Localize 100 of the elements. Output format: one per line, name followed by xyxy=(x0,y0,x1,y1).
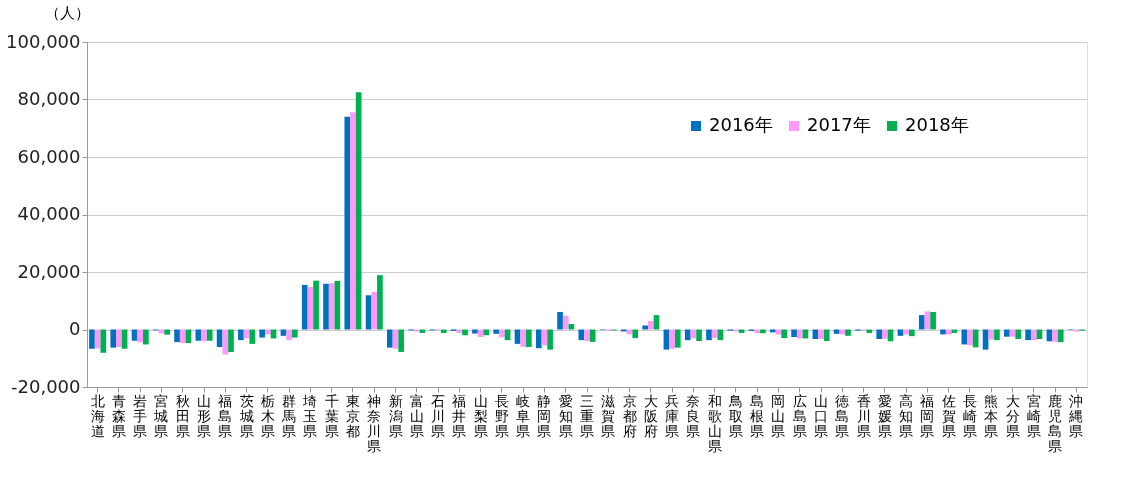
bar xyxy=(589,329,596,342)
x-tick-label: 北海道 xyxy=(90,392,105,439)
bar xyxy=(206,329,213,341)
bar xyxy=(179,329,186,344)
bar xyxy=(818,329,824,339)
bar xyxy=(562,315,569,330)
bar xyxy=(249,329,256,344)
x-tick-label: 愛媛県 xyxy=(877,392,892,439)
bar xyxy=(499,329,505,338)
bar xyxy=(201,329,207,342)
bar xyxy=(89,329,95,349)
x-tick-label: 群馬県 xyxy=(281,392,297,439)
x-tick-label: 沖縄県 xyxy=(1068,392,1084,439)
bar xyxy=(440,329,447,333)
x-tick-label: 宮崎県 xyxy=(1026,392,1041,439)
bar xyxy=(350,112,356,330)
x-tick-label: 千葉県 xyxy=(324,392,339,439)
x-tick-label: 宮城県 xyxy=(153,392,169,439)
bar xyxy=(967,329,973,346)
x-tick-label: 茨城県 xyxy=(238,392,254,439)
bar xyxy=(472,329,478,334)
x-tick-label: 高知県 xyxy=(899,392,914,439)
bar xyxy=(876,329,883,339)
x-tick-label: 青森県 xyxy=(111,392,126,439)
x-tick-label: 岩手県 xyxy=(133,392,148,439)
bar xyxy=(547,329,553,350)
x-tick-label: 岐阜県 xyxy=(516,392,531,439)
bar xyxy=(674,329,681,348)
x-tick-label: 広島県 xyxy=(792,392,807,439)
bar xyxy=(684,329,691,341)
x-tick-label: 京都府 xyxy=(622,392,637,439)
x-tick-label: 岡山県 xyxy=(771,392,786,439)
bar xyxy=(313,280,319,330)
bar xyxy=(1073,329,1080,332)
x-tick-label: 山形県 xyxy=(197,392,212,439)
bar xyxy=(557,311,563,330)
x-tick-label: 長野県 xyxy=(494,392,509,439)
bar xyxy=(930,311,936,330)
x-tick-label: 石川県 xyxy=(431,392,446,439)
x-tick-label: 滋賀県 xyxy=(601,392,616,439)
bar xyxy=(717,329,724,341)
x-tick-label: 大阪府 xyxy=(643,392,658,439)
x-tick-label: 福島県 xyxy=(218,392,233,439)
x-tick-label: 静岡県 xyxy=(537,392,552,439)
bar xyxy=(398,329,405,352)
bar xyxy=(116,329,122,348)
bar xyxy=(1052,329,1058,342)
bar xyxy=(228,329,234,352)
bar xyxy=(344,116,351,330)
x-tick-label: 熊本県 xyxy=(984,392,999,439)
legend-label: 2018年 xyxy=(905,114,969,135)
bar xyxy=(845,329,851,336)
bar xyxy=(642,325,648,330)
bar xyxy=(882,329,888,339)
bar xyxy=(137,329,144,343)
bar xyxy=(1030,329,1037,341)
bar xyxy=(924,311,931,330)
x-tick-label: 大分県 xyxy=(1005,392,1020,439)
bar xyxy=(1015,329,1022,339)
y-tick-label: 60,000 xyxy=(17,145,81,167)
x-tick-label: 愛知県 xyxy=(558,392,573,439)
x-tick-label: 栃木県 xyxy=(260,392,275,439)
x-tick-label: 秋田県 xyxy=(175,392,190,439)
bar xyxy=(387,329,393,348)
x-tick-label: 神奈川県 xyxy=(367,392,382,454)
bar xyxy=(174,329,180,343)
bar xyxy=(994,329,1000,341)
bar xyxy=(568,324,575,330)
x-tick-label: 鹿児島県 xyxy=(1048,392,1063,454)
x-tick-label: 新潟県 xyxy=(388,392,403,439)
x-tick-label: 長崎県 xyxy=(962,392,977,439)
bar xyxy=(483,329,490,336)
bar xyxy=(1057,329,1064,343)
bar xyxy=(988,329,995,340)
bar xyxy=(413,329,420,332)
x-tick-label: 埼玉県 xyxy=(302,392,318,439)
bar xyxy=(1025,329,1031,341)
bar xyxy=(866,329,873,333)
x-tick-label: 和歌山県 xyxy=(707,392,722,454)
bar xyxy=(918,315,925,330)
bar xyxy=(164,329,170,335)
x-tick-label: 福岡県 xyxy=(920,392,935,439)
bar xyxy=(621,329,627,332)
bar xyxy=(377,275,383,330)
bar xyxy=(632,329,639,339)
bar xyxy=(578,329,585,341)
bar xyxy=(520,329,527,347)
bar xyxy=(143,329,149,345)
bar xyxy=(526,329,532,348)
y-tick-label: 0 xyxy=(69,318,81,339)
bar xyxy=(908,329,915,337)
bar xyxy=(647,320,654,330)
x-tick-label: 山梨県 xyxy=(473,392,488,439)
legend-label: 2017年 xyxy=(807,114,871,135)
y-tick-label: 100,000 xyxy=(6,30,81,52)
x-tick-label: 兵庫県 xyxy=(665,392,680,439)
bar xyxy=(754,329,761,333)
bar xyxy=(791,329,797,337)
x-tick-label: 奈良県 xyxy=(686,392,701,439)
bar xyxy=(291,329,298,338)
